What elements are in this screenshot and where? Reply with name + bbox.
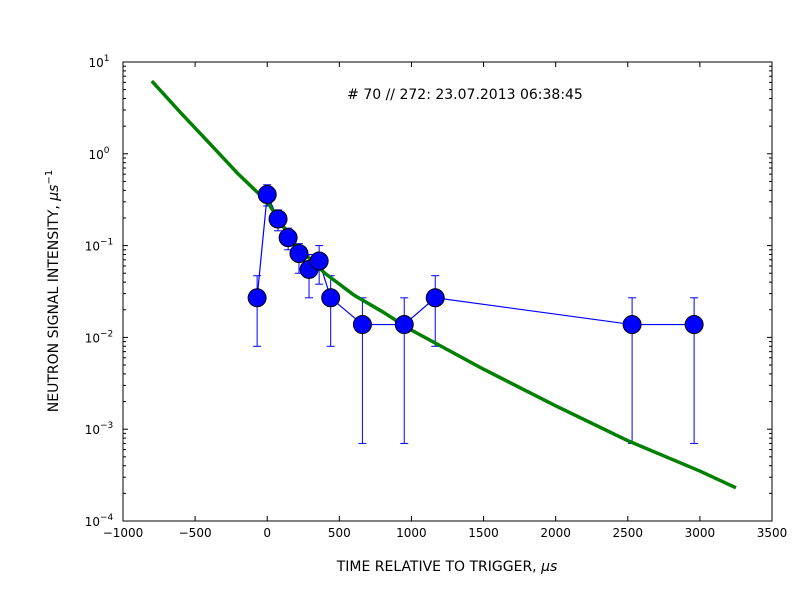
data-point (268, 209, 288, 229)
data-point (684, 315, 704, 335)
x-axis-title: TIME RELATIVE TO TRIGGER, μs (336, 559, 558, 575)
data-point (247, 288, 267, 308)
axes-frame (122, 61, 773, 522)
data-point (352, 315, 372, 335)
y-tick-label: 10−3 (85, 421, 114, 437)
x-tick-label: −1000 (103, 526, 144, 540)
fit-curve (150, 79, 737, 490)
data-point (309, 251, 329, 271)
y-tick-label: 100 (88, 146, 109, 162)
data-point (394, 315, 414, 335)
axis-ticks: −1000 −500 0 500 1000 1500 2000 2500 3000 3500 101… (85, 54, 788, 540)
x-tick-label: 3000 (685, 526, 716, 540)
data-point (289, 244, 309, 264)
plot-area (150, 79, 737, 490)
y-axis-title: NEUTRON SIGNAL INTENSITY, μs−1 (44, 170, 62, 412)
y-tick-label: 10−1 (85, 238, 114, 254)
chart-annotation: # 70 // 272: 23.07.2013 06:38:45 (347, 87, 583, 103)
x-tick-label: 500 (328, 526, 351, 540)
data-point (622, 315, 642, 335)
x-tick-label: 2500 (613, 526, 644, 540)
x-tick-label: 1500 (468, 526, 499, 540)
data-point (278, 228, 298, 248)
x-tick-label: 1000 (396, 526, 427, 540)
y-tick-label: 101 (88, 54, 109, 70)
x-tick-label: 2000 (540, 526, 571, 540)
data-point (425, 288, 445, 308)
x-tick-label: −500 (179, 526, 212, 540)
x-tick-label: 3500 (757, 526, 788, 540)
y-tick-label: 10−2 (85, 329, 114, 345)
data-point (257, 185, 277, 205)
x-tick-label: 0 (263, 526, 271, 540)
data-point (321, 288, 341, 308)
y-tick-label: 10−4 (85, 513, 114, 529)
